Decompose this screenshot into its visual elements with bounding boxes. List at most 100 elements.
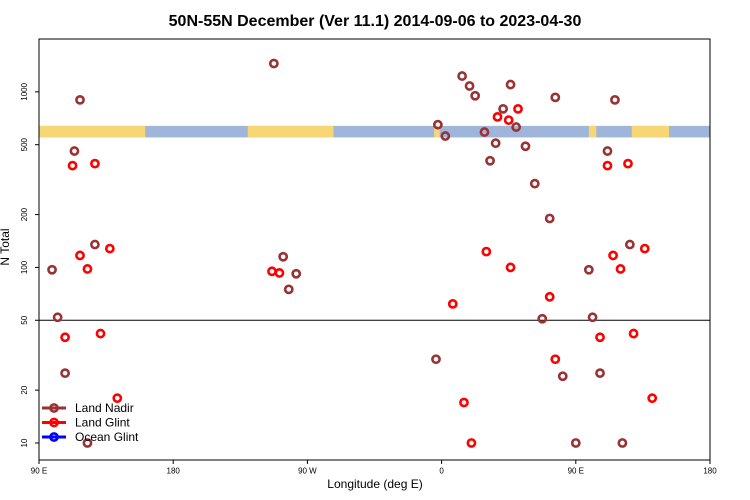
land-nadir-point: [90, 239, 100, 250]
land-nadir-point: [610, 94, 620, 105]
land-nadir-point: [602, 146, 613, 156]
land-glint-point: [647, 393, 658, 404]
plot-frame: [38, 38, 711, 461]
land-nadir-point: [291, 268, 302, 279]
land-glint-point: [602, 160, 613, 171]
land-band-segment: [39, 125, 146, 138]
land-nadir-point: [440, 131, 451, 141]
ocean-glint-legend-label: Ocean Glint: [75, 430, 139, 444]
land-nadir-point: [505, 79, 516, 90]
land-nadir-point: [47, 264, 57, 275]
land-band-segment: [434, 125, 440, 138]
land-nadir-point: [432, 119, 443, 130]
y-tick-label: 200: [20, 207, 29, 221]
land-glint-point: [466, 438, 477, 448]
land-glint-point: [60, 332, 70, 343]
land-glint-point: [75, 250, 85, 261]
land-glint-point: [447, 298, 458, 309]
land-nadir-point: [587, 312, 598, 323]
land-nadir-point: [520, 141, 531, 152]
x-tick-label: 180: [703, 467, 717, 476]
land-glint-point: [513, 103, 523, 114]
land-nadir-point: [457, 71, 468, 81]
y-tick-label: 10: [20, 438, 29, 447]
land-nadir-point: [69, 146, 80, 156]
land-nadir-point: [485, 155, 495, 166]
land-nadir-point: [268, 58, 279, 69]
land-nadir-point: [479, 127, 490, 137]
land-nadir-point: [464, 81, 475, 91]
land-band-segment: [247, 125, 334, 138]
land-glint-point: [104, 243, 115, 254]
land-glint-point: [550, 354, 561, 365]
ocean-band: [39, 125, 710, 138]
land-nadir-point: [595, 368, 605, 379]
land-nadir-point: [570, 438, 581, 448]
land-glint-legend-marker: [49, 417, 59, 428]
chart-title: 50N-55N December (Ver 11.1) 2014-09-06 t…: [169, 13, 582, 30]
land-nadir-point: [498, 103, 509, 114]
land-nadir-point: [431, 354, 441, 365]
plot-area: [39, 39, 710, 460]
land-nadir-point: [511, 122, 522, 132]
land-nadir-point: [529, 178, 540, 189]
land-glint-point: [112, 393, 123, 404]
land-nadir-point: [544, 213, 555, 224]
land-nadir-point: [624, 239, 635, 250]
x-tick-label: 180: [167, 467, 181, 476]
data-points: [47, 58, 658, 448]
land-glint-legend-label: Land Glint: [75, 416, 130, 430]
land-glint-point: [481, 246, 492, 257]
land-nadir-point: [557, 371, 568, 382]
land-nadir-point: [82, 438, 93, 448]
land-nadir-point: [550, 92, 561, 103]
land-glint-point: [492, 111, 503, 122]
y-tick-label: 1000: [20, 82, 29, 100]
land-nadir-point: [490, 138, 501, 149]
land-nadir-point: [537, 313, 548, 324]
land-glint-point: [505, 262, 516, 273]
land-band-segment: [588, 125, 597, 138]
land-glint-point: [639, 243, 650, 254]
land-nadir-point: [470, 90, 481, 101]
y-tick-label: 20: [20, 385, 29, 394]
ocean-glint-legend-marker: [49, 432, 59, 442]
land-glint-point: [82, 264, 93, 274]
x-tick-label: 0: [439, 467, 444, 476]
land-glint-point: [623, 158, 633, 169]
y-tick-label: 50: [20, 315, 29, 324]
land-nadir-legend-label: Land Nadir: [75, 401, 134, 415]
y-axis-label: N Total: [0, 228, 12, 265]
land-glint-point: [90, 158, 100, 169]
land-glint-point: [608, 250, 618, 261]
land-glint-point: [595, 332, 605, 343]
land-nadir-legend-marker: [49, 403, 59, 413]
land-nadir-point: [52, 312, 63, 323]
land-nadir-point: [278, 251, 289, 262]
land-glint-point: [274, 268, 285, 278]
land-glint-point: [628, 328, 639, 339]
y-tick-label: 500: [20, 137, 29, 151]
y-tick-label: 100: [20, 260, 29, 274]
land-glint-point: [544, 291, 555, 302]
surface-type-band: [39, 125, 710, 138]
land-nadir-point: [583, 264, 594, 275]
land-band-segment: [631, 125, 669, 138]
x-tick-label: 90 E: [568, 467, 584, 476]
land-glint-point: [615, 264, 626, 274]
land-nadir-point: [60, 368, 70, 379]
land-nadir-point: [75, 94, 85, 105]
land-nadir-point: [283, 284, 294, 295]
y-axis-ticks: 10 20 50 100 200 500 1000: [20, 82, 39, 447]
land-glint-point: [67, 160, 78, 171]
x-axis-label: Longitude (deg E): [327, 477, 422, 491]
land-nadir-point: [617, 438, 628, 448]
land-glint-point: [95, 328, 106, 339]
x-axis-ticks: 90 E 180 90 W 0 90 E 180: [31, 460, 717, 476]
land-glint-point: [459, 397, 469, 408]
land-glint-point: [503, 115, 514, 126]
x-tick-label: 90 E: [31, 467, 47, 476]
x-tick-label: 90 W: [298, 467, 317, 476]
